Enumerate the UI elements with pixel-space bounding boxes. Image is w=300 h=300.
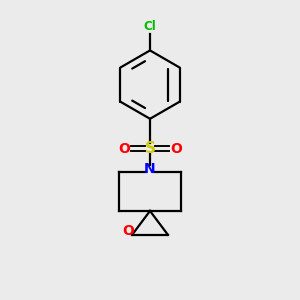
Text: N: N — [144, 162, 156, 176]
Text: S: S — [145, 141, 155, 156]
Text: O: O — [170, 142, 182, 155]
Text: Cl: Cl — [144, 20, 156, 33]
Text: O: O — [118, 142, 130, 155]
Text: O: O — [122, 224, 134, 238]
